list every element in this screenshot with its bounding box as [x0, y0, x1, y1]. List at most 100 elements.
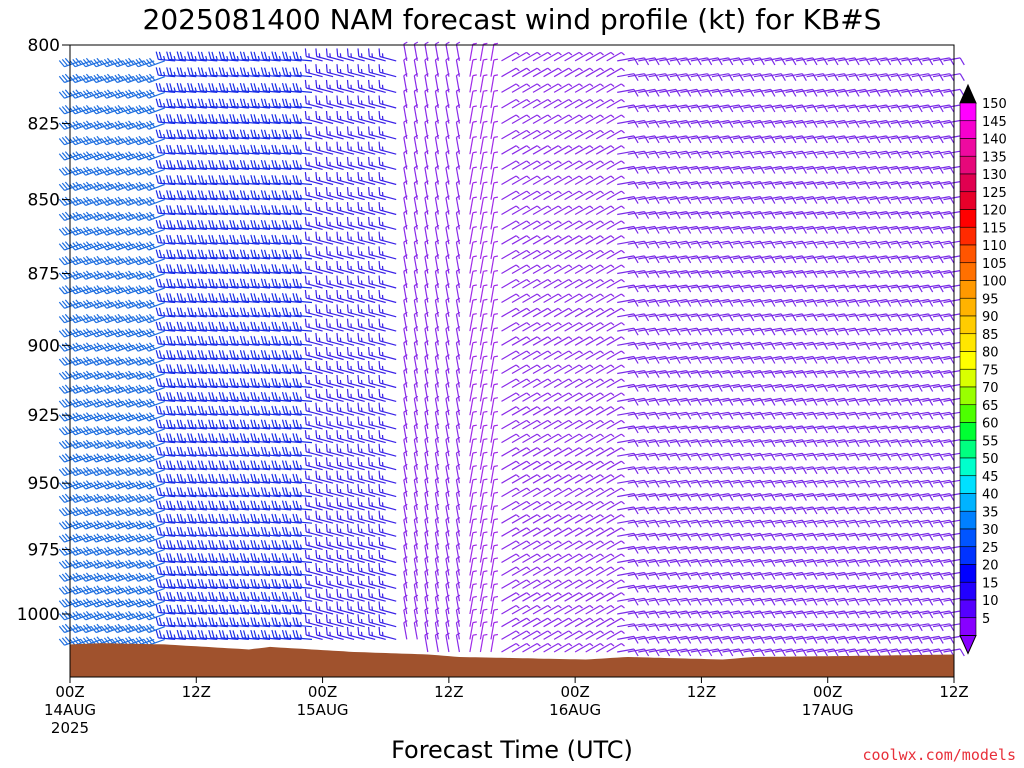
wind-barb: [143, 585, 165, 595]
colorbar-label: 55: [982, 434, 999, 449]
wind-barb: [143, 105, 165, 115]
wind-barb: [132, 270, 155, 280]
wind-barb: [155, 391, 176, 402]
wind-barb: [143, 559, 165, 569]
wind-barb: [143, 466, 165, 477]
colorbar-swatch: [959, 297, 977, 317]
colorbar-swatch: [959, 280, 977, 299]
colorbar-label: 30: [982, 523, 999, 538]
colorbar-label: 150: [982, 97, 1007, 112]
wind-barb: [122, 466, 144, 477]
wind-barb: [111, 105, 134, 115]
colorbar-label: 40: [982, 488, 999, 503]
wind-barb: [143, 370, 165, 380]
colorbar-swatch: [959, 404, 977, 423]
colorbar-label: 80: [982, 346, 999, 361]
wind-barb: [143, 270, 165, 280]
wind-barb: [155, 364, 176, 375]
colorbar-swatch: [959, 546, 977, 565]
colorbar-label: 145: [982, 115, 1007, 130]
wind-barb: [100, 241, 123, 251]
wind-barb: [155, 604, 176, 615]
chart-title: 2025081400 NAM forecast wind profile (kt…: [143, 3, 882, 36]
wind-barb: [155, 460, 176, 471]
x-tick-label: 00Z: [813, 683, 842, 701]
wind-barb: [69, 506, 92, 517]
wind-barb: [69, 299, 92, 309]
colorbar-label: 75: [982, 363, 999, 378]
wind-barb: [143, 480, 165, 490]
colorbar-label: 115: [982, 221, 1007, 236]
wind-barb: [132, 73, 155, 84]
colorbar-label: 90: [982, 310, 999, 325]
x-tick-label: 00Z: [308, 683, 337, 701]
wind-barb: [143, 211, 165, 221]
wind-barb: [111, 226, 134, 236]
x-tick-label: 12Z: [687, 683, 716, 701]
x-tick-label: 12Z: [939, 683, 968, 701]
y-axis: 800 825 850 875 900 925 950 975 1000: [17, 36, 70, 625]
wind-barb: [111, 559, 134, 569]
colorbar-swatch: [959, 422, 977, 441]
wind-barb: [143, 328, 165, 338]
colorbar-swatch: [959, 510, 977, 530]
wind-barb: [143, 520, 165, 530]
wind-barb: [143, 226, 165, 236]
colorbar-label: 20: [982, 559, 999, 574]
colorbar-swatch: [959, 191, 977, 210]
colorbar-swatch: [959, 173, 977, 193]
colorbar-swatch: [959, 102, 977, 122]
wind-barb: [143, 166, 165, 176]
wind-barb: [143, 598, 165, 608]
wind-barb: [143, 151, 165, 161]
wind-barb: [143, 572, 165, 582]
colorbar-label: 100: [982, 275, 1007, 290]
y-tick-label: 875: [28, 265, 60, 285]
wind-barb: [122, 89, 144, 99]
colorbar-label: 5: [982, 612, 990, 627]
x-axis-label: Forecast Time (UTC): [391, 736, 633, 764]
wind-barb: [143, 398, 165, 408]
wind-barb: [122, 181, 144, 191]
wind-barb: [100, 506, 123, 517]
y-tick-label: 825: [28, 114, 60, 134]
wind-barb: [111, 255, 134, 266]
colorbar-swatch: [959, 155, 977, 175]
colorbar-swatch: [959, 528, 977, 548]
wind-barb: [143, 342, 165, 352]
x-tick-label: 12Z: [434, 683, 463, 701]
wind-barb: [143, 533, 165, 543]
wind-barb: [79, 120, 102, 130]
wind-barb: [143, 255, 165, 266]
colorbar-swatch: [959, 262, 977, 281]
wind-barb: [155, 378, 176, 389]
y-tick-label: 975: [28, 540, 60, 560]
wind-barb: [155, 526, 176, 537]
wind-barb: [111, 285, 134, 295]
wind-barb: [143, 73, 165, 84]
wind-barb: [155, 629, 176, 640]
y-tick-label: 950: [28, 474, 60, 494]
x-tick-label: 16AUG: [549, 701, 601, 719]
x-tick-label: 00Z: [560, 683, 589, 701]
colorbar-swatch: [959, 120, 977, 139]
wind-barb: [143, 285, 165, 295]
colorbar-label: 105: [982, 257, 1007, 272]
colorbar-swatch: [959, 564, 977, 583]
colorbar-label: 65: [982, 399, 999, 414]
x-tick-label: 17AUG: [802, 701, 854, 719]
colorbar-label: 15: [982, 576, 999, 591]
colorbar-swatch: [959, 226, 977, 246]
wind-barb: [143, 89, 165, 99]
credit-text: coolwx.com/models: [862, 746, 1016, 764]
x-tick-label: 12Z: [182, 683, 211, 701]
wind-barb: [155, 473, 176, 484]
wind-barb: [79, 598, 102, 608]
x-tick-label: 2025: [51, 719, 89, 737]
colorbar-label: 140: [982, 133, 1007, 148]
wind-barb: [143, 426, 165, 436]
wind-barb: [155, 405, 176, 416]
wind-barb: [122, 135, 144, 146]
colorbar-label: 50: [982, 452, 999, 467]
colorbar-swatch: [959, 244, 977, 264]
